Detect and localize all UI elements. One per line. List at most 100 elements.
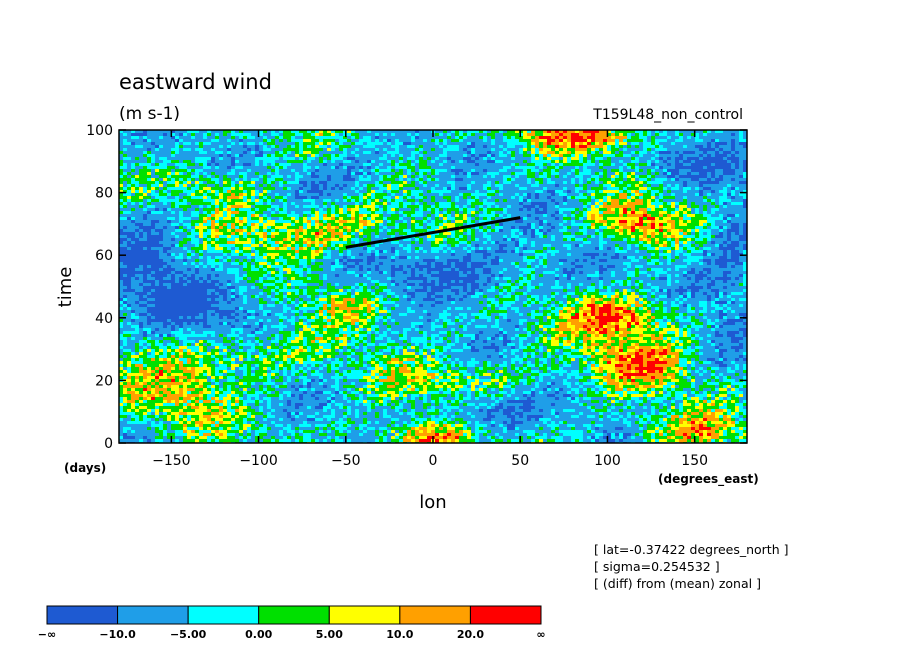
field-cell bbox=[615, 229, 619, 232]
field-cell bbox=[283, 130, 287, 133]
field-cell bbox=[159, 238, 163, 241]
field-cell bbox=[743, 235, 747, 238]
field-cell bbox=[523, 172, 527, 175]
field-cell bbox=[419, 145, 423, 148]
field-cell bbox=[335, 247, 339, 250]
field-cell bbox=[279, 235, 283, 238]
field-cell bbox=[635, 211, 639, 214]
field-cell bbox=[635, 244, 639, 247]
field-cell bbox=[711, 280, 715, 283]
field-cell bbox=[543, 259, 547, 262]
field-cell bbox=[279, 259, 283, 262]
field-cell bbox=[599, 190, 603, 193]
field-cell bbox=[571, 148, 575, 151]
field-cell bbox=[235, 268, 239, 271]
field-cell bbox=[503, 217, 507, 220]
field-cell bbox=[583, 241, 587, 244]
field-cell bbox=[195, 229, 199, 232]
field-cell bbox=[435, 286, 439, 289]
field-cell bbox=[227, 145, 231, 148]
field-cell bbox=[687, 244, 691, 247]
field-cell bbox=[183, 178, 187, 181]
field-cell bbox=[711, 226, 715, 229]
field-cell bbox=[443, 286, 447, 289]
field-cell bbox=[511, 235, 515, 238]
field-cell bbox=[391, 220, 395, 223]
field-cell bbox=[675, 223, 679, 226]
field-cell bbox=[619, 211, 623, 214]
field-cell bbox=[119, 160, 123, 163]
field-cell bbox=[483, 136, 487, 139]
field-cell bbox=[435, 169, 439, 172]
field-cell bbox=[215, 217, 219, 220]
field-cell bbox=[591, 151, 595, 154]
field-cell bbox=[211, 157, 215, 160]
field-cell bbox=[579, 151, 583, 154]
run-label: T159L48_non_control bbox=[592, 107, 743, 123]
field-cell bbox=[743, 199, 747, 202]
field-cell bbox=[615, 247, 619, 250]
field-cell bbox=[251, 235, 255, 238]
field-cell bbox=[299, 277, 303, 280]
field-cell bbox=[639, 241, 643, 244]
field-cell bbox=[187, 130, 191, 133]
field-cell bbox=[331, 160, 335, 163]
field-cell bbox=[387, 211, 391, 214]
field-cell bbox=[315, 217, 319, 220]
field-cell bbox=[439, 214, 443, 217]
field-cell bbox=[411, 220, 415, 223]
field-cell bbox=[583, 232, 587, 235]
field-cell bbox=[295, 154, 299, 157]
field-cell bbox=[651, 262, 655, 265]
field-cell bbox=[243, 187, 247, 190]
field-cell bbox=[131, 220, 135, 223]
field-cell bbox=[291, 169, 295, 172]
field-cell bbox=[147, 262, 151, 265]
field-cell bbox=[711, 157, 715, 160]
field-cell bbox=[595, 223, 599, 226]
field-cell bbox=[119, 250, 123, 253]
field-cell bbox=[479, 262, 483, 265]
field-cell bbox=[363, 163, 367, 166]
field-cell bbox=[603, 217, 607, 220]
field-cell bbox=[255, 250, 259, 253]
field-cell bbox=[635, 136, 639, 139]
field-cell bbox=[691, 163, 695, 166]
field-cell bbox=[611, 139, 615, 142]
field-cell bbox=[455, 199, 459, 202]
field-cell bbox=[179, 163, 183, 166]
field-cell bbox=[707, 253, 711, 256]
field-cell bbox=[315, 145, 319, 148]
field-cell bbox=[423, 172, 427, 175]
field-cell bbox=[431, 187, 435, 190]
field-cell bbox=[527, 175, 531, 178]
field-cell bbox=[327, 157, 331, 160]
field-cell bbox=[371, 199, 375, 202]
field-cell bbox=[447, 199, 451, 202]
field-cell bbox=[719, 160, 723, 163]
field-cell bbox=[723, 256, 727, 259]
field-cell bbox=[371, 259, 375, 262]
field-cell bbox=[355, 211, 359, 214]
field-cell bbox=[487, 193, 491, 196]
field-cell bbox=[391, 268, 395, 271]
field-cell bbox=[267, 199, 271, 202]
field-cell bbox=[667, 253, 671, 256]
field-cell bbox=[415, 205, 419, 208]
field-cell bbox=[363, 136, 367, 139]
field-cell bbox=[711, 139, 715, 142]
field-cell bbox=[687, 271, 691, 274]
field-cell bbox=[467, 157, 471, 160]
field-cell bbox=[199, 226, 203, 229]
field-cell bbox=[651, 250, 655, 253]
field-cell bbox=[631, 271, 635, 274]
field-cell bbox=[679, 247, 683, 250]
field-cell bbox=[303, 223, 307, 226]
field-cell bbox=[423, 250, 427, 253]
field-cell bbox=[635, 184, 639, 187]
field-cell bbox=[223, 223, 227, 226]
field-cell bbox=[691, 205, 695, 208]
field-cell bbox=[319, 247, 323, 250]
field-cell bbox=[203, 193, 207, 196]
field-cell bbox=[119, 277, 123, 280]
